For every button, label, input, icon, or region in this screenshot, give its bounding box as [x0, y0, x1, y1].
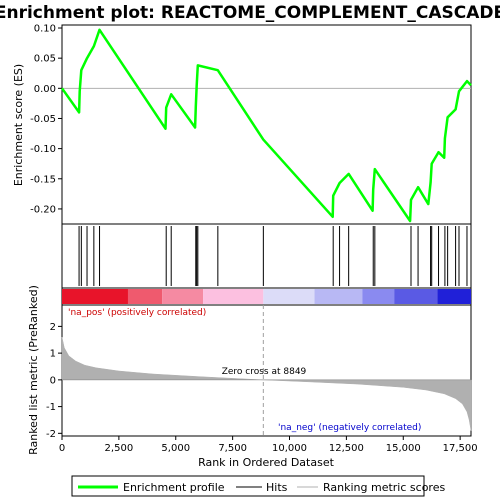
x-tick-label: 7,500 — [218, 443, 247, 454]
metric-axis-label: Ranked list metric (PreRanked) — [27, 285, 40, 455]
rank-color-band — [127, 289, 163, 304]
rank-color-band — [62, 289, 128, 304]
x-tick-label: 5,000 — [161, 443, 190, 454]
enrichment-profile-line — [60, 28, 472, 223]
es-y-tick-label: -0.05 — [30, 114, 56, 125]
hits-panel — [61, 223, 472, 289]
x-axis-label: Rank in Ordered Dataset — [198, 456, 335, 469]
metric-y-tick-label: 2 — [50, 322, 56, 333]
x-tick-label: 12,500 — [329, 443, 364, 454]
chart-title: Enrichment plot: REACTOME_COMPLEMENT_CAS… — [0, 3, 500, 23]
es-y-tick-label: 0.10 — [34, 24, 56, 35]
rank-color-band — [394, 289, 438, 304]
hits-layer — [78, 226, 468, 286]
x-tick-label: 0 — [59, 443, 65, 454]
rank-color-band — [203, 289, 264, 304]
es-y-tick-label: -0.10 — [30, 144, 56, 155]
metric-y-tick-label: 1 — [50, 349, 56, 360]
rank-color-band — [437, 289, 471, 304]
zero-cross-label: Zero cross at 8849 — [222, 367, 307, 377]
legend — [71, 475, 425, 497]
rank-color-band — [362, 289, 395, 304]
ranking-metric-area — [61, 337, 472, 431]
enrichment-layer: 0.10 0.05 0.00 -0.05 -0.10 -0.15 -0.20 — [30, 24, 472, 223]
legend-hits-label: Hits — [266, 481, 288, 494]
x-tick-label: 2,500 — [105, 443, 134, 454]
enrichment-panel — [61, 24, 472, 225]
metric-y-tick-label: 0 — [50, 375, 56, 386]
es-y-tick-label: -0.15 — [30, 174, 56, 185]
rank-color-band — [263, 289, 315, 304]
rank-color-bar — [62, 289, 471, 304]
es-y-tick-label: 0.05 — [34, 54, 56, 65]
metric-y-tick-label: -1 — [46, 402, 56, 413]
x-tick-label: 17,500 — [443, 443, 478, 454]
pos-correlated-label: 'na_pos' (positively correlated) — [68, 308, 206, 318]
legend-profile-label: Enrichment profile — [123, 481, 225, 494]
x-tick-label: 15,000 — [386, 443, 421, 454]
neg-correlated-label: 'na_neg' (negatively correlated) — [278, 423, 421, 433]
x-tick-label: 10,000 — [272, 443, 307, 454]
es-y-tick-label: -0.20 — [30, 204, 56, 215]
ranked-metric-layer: 210-1-20 2,500 5,000 7,500 10,000 12,500 15,00… — [46, 305, 478, 454]
rank-color-band — [162, 289, 204, 304]
metric-y-tick-label: -2 — [46, 429, 56, 440]
legend-metric-label: Ranking metric scores — [323, 481, 445, 494]
rank-color-band — [314, 289, 363, 304]
es-y-tick-label: 0.00 — [34, 84, 56, 95]
es-axis-label: Enrichment score (ES) — [12, 64, 25, 186]
